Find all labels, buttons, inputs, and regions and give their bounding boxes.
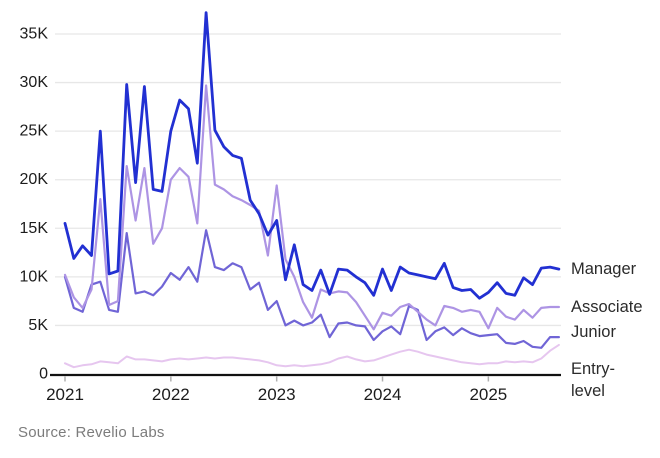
series-line-entry [64, 343, 560, 369]
series-label-entry: level [571, 382, 605, 400]
series-label-associate: Associate [571, 298, 643, 316]
source-note: Source: Revelio Labs [18, 424, 165, 441]
y-tick-label: 25K [20, 123, 49, 140]
series-line-associate [63, 84, 561, 331]
x-tick-label: 2021 [46, 385, 84, 404]
series-label-entry: Entry- [571, 360, 615, 378]
y-tick-label: 30K [20, 74, 49, 91]
x-tick-label: 2025 [469, 385, 507, 404]
y-tick-label: 0 [39, 366, 48, 383]
x-tick-label: 2023 [258, 385, 296, 404]
x-tick-label: 2024 [364, 385, 402, 404]
y-tick-label: 10K [20, 268, 49, 285]
series-label-manager: Manager [571, 260, 637, 278]
series-line-manager [63, 11, 561, 300]
series-label-junior: Junior [571, 323, 616, 341]
y-tick-label: 15K [20, 220, 49, 237]
series-line-junior [63, 229, 561, 349]
y-tick-label: 35K [20, 26, 49, 43]
y-tick-label: 20K [20, 171, 49, 188]
x-tick-label: 2022 [152, 385, 190, 404]
y-tick-label: 5K [28, 317, 48, 334]
